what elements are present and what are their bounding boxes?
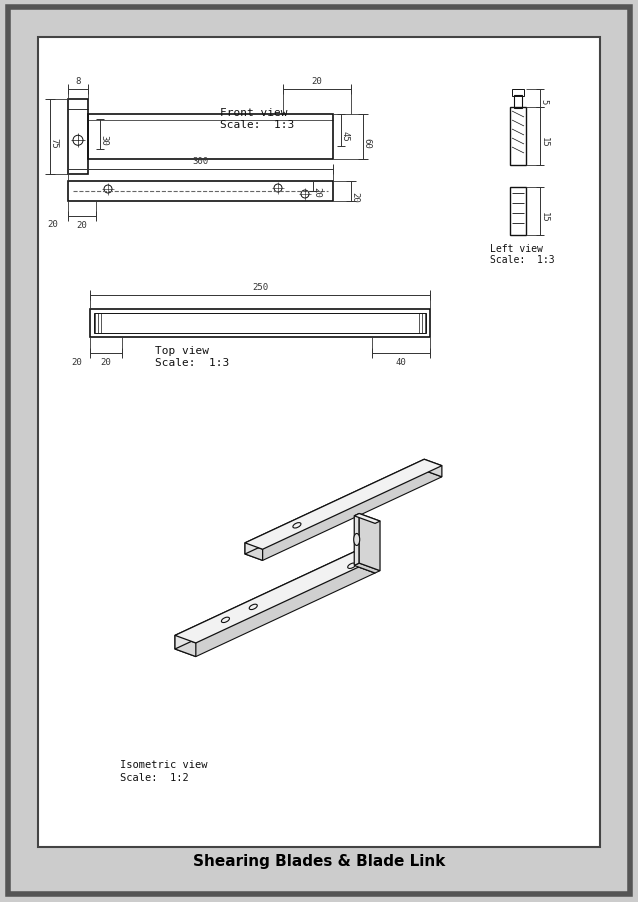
Text: 30: 30 — [100, 135, 108, 145]
Bar — [94, 314, 426, 334]
Polygon shape — [175, 552, 375, 643]
Text: 15: 15 — [540, 212, 549, 223]
Bar — [68, 182, 333, 202]
Text: 15: 15 — [540, 137, 549, 148]
Polygon shape — [245, 543, 263, 561]
Polygon shape — [245, 460, 442, 549]
Text: 20: 20 — [71, 357, 82, 366]
Polygon shape — [175, 566, 375, 657]
Polygon shape — [354, 552, 375, 574]
Text: 8: 8 — [75, 77, 80, 86]
Text: Scale:  1:2: Scale: 1:2 — [120, 772, 189, 782]
Text: 20: 20 — [311, 77, 322, 86]
Bar — [68, 100, 88, 175]
Text: 40: 40 — [396, 357, 406, 366]
Text: 20: 20 — [313, 187, 322, 198]
Text: 20: 20 — [101, 357, 112, 366]
Bar — [514, 96, 522, 109]
Text: Shearing Blades & Blade Link: Shearing Blades & Blade Link — [193, 853, 445, 869]
Ellipse shape — [348, 564, 356, 569]
Text: Front view: Front view — [220, 108, 288, 118]
Text: Left view: Left view — [490, 244, 543, 253]
Bar — [90, 309, 430, 337]
Polygon shape — [175, 552, 354, 649]
Polygon shape — [359, 514, 380, 571]
Text: 20: 20 — [47, 220, 58, 229]
Ellipse shape — [353, 534, 360, 546]
Text: 75: 75 — [50, 137, 59, 148]
Polygon shape — [175, 636, 196, 657]
Polygon shape — [354, 514, 380, 524]
Text: Scale:  1:3: Scale: 1:3 — [155, 357, 229, 368]
Bar — [512, 90, 524, 97]
Polygon shape — [245, 460, 424, 555]
Bar — [88, 115, 333, 160]
Text: 300: 300 — [193, 157, 209, 166]
Text: 20: 20 — [350, 192, 359, 203]
Text: 20: 20 — [77, 221, 87, 230]
Text: Isometric view: Isometric view — [120, 759, 207, 769]
Text: Scale:  1:3: Scale: 1:3 — [490, 254, 554, 264]
Text: Top view: Top view — [155, 345, 209, 355]
Text: 250: 250 — [252, 282, 268, 291]
Ellipse shape — [221, 618, 230, 623]
Ellipse shape — [293, 523, 301, 529]
Bar — [510, 108, 526, 166]
Text: 5: 5 — [540, 99, 549, 105]
Polygon shape — [354, 564, 380, 574]
Bar — [38, 38, 600, 847]
Polygon shape — [354, 514, 359, 566]
Ellipse shape — [249, 604, 257, 610]
Polygon shape — [424, 460, 442, 477]
Bar — [510, 188, 526, 235]
Text: 45: 45 — [341, 131, 350, 142]
Text: 60: 60 — [362, 137, 371, 148]
Polygon shape — [245, 471, 442, 561]
Text: Scale:  1:3: Scale: 1:3 — [220, 120, 294, 130]
